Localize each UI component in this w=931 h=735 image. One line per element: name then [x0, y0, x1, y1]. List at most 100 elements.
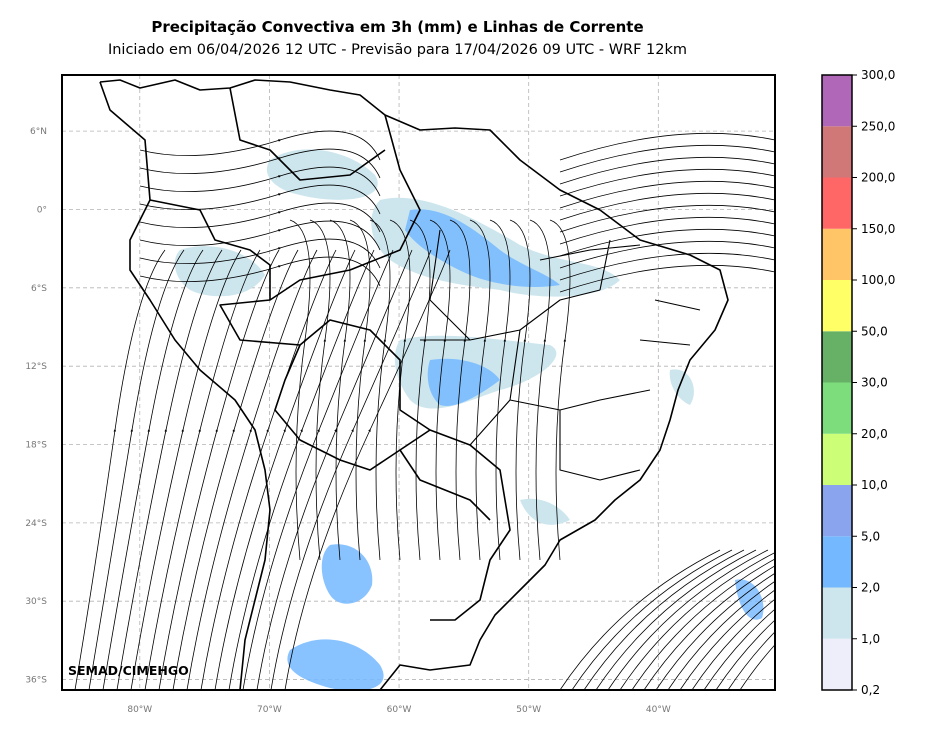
precip-northeast	[669, 369, 694, 405]
colorbar-bin	[822, 433, 852, 485]
streamline	[559, 549, 721, 690]
colorbar-bin	[822, 485, 852, 537]
streamline	[715, 619, 775, 690]
streamline	[571, 549, 733, 690]
streamline	[559, 204, 775, 233]
streamline	[619, 552, 775, 690]
streamline	[559, 240, 775, 269]
streamline	[559, 192, 775, 221]
colorbar-bin	[822, 177, 852, 229]
colorbar-label: 50,0	[861, 324, 888, 338]
streamline	[214, 249, 356, 690]
streamline	[559, 180, 775, 209]
lon-tick-label: 50°W	[516, 705, 541, 715]
colorbar-bin	[822, 638, 852, 690]
colorbar-bin	[822, 75, 852, 127]
brazil-state-borders	[420, 229, 701, 481]
streamline	[631, 558, 775, 690]
streamline	[130, 249, 242, 690]
streamline	[509, 219, 531, 561]
lon-tick-label: 40°W	[646, 705, 671, 715]
colorbar-label: 300,0	[861, 68, 895, 82]
streamline	[449, 219, 471, 561]
precip-amazon-north	[266, 149, 378, 200]
streamline	[329, 219, 351, 561]
streamline	[667, 580, 775, 690]
streamline	[74, 249, 166, 690]
precip-south-argentina	[287, 639, 384, 690]
streamline	[102, 249, 204, 690]
lat-tick-label: 6°S	[31, 284, 47, 294]
colorbar-bin	[822, 331, 852, 383]
streamline	[559, 252, 775, 281]
streamline	[369, 219, 391, 561]
bolivia-border	[274, 344, 431, 471]
credit-label: SEMAD/CIMEHGO	[68, 663, 189, 678]
streamline	[139, 148, 381, 179]
lat-tick-label: 30°S	[25, 597, 47, 607]
colorbar-bin	[822, 382, 852, 434]
lat-tick-label: 24°S	[25, 519, 47, 529]
streamline	[349, 219, 371, 561]
colorbar-label: 2,0	[861, 581, 880, 595]
streamline	[559, 156, 775, 185]
lon-tick-label: 80°W	[127, 705, 152, 715]
streamline	[469, 219, 491, 561]
streamline	[116, 249, 223, 690]
colorbar-label: 20,0	[861, 427, 888, 441]
streamline	[200, 249, 337, 690]
colorbar-label: 5,0	[861, 529, 880, 543]
streamline	[139, 202, 381, 233]
south-america-coastline	[99, 79, 729, 690]
colorbar-label: 250,0	[861, 119, 895, 133]
lat-tick-label: 6°N	[30, 127, 47, 137]
colorbar-label: 200,0	[861, 171, 895, 185]
streamline	[429, 219, 451, 561]
map-frame	[61, 74, 776, 691]
lat-tick-label: 0°	[37, 205, 47, 215]
streamline	[559, 264, 775, 293]
streamline	[139, 184, 381, 215]
colorbar-bin	[822, 126, 852, 178]
streamline	[489, 219, 511, 561]
colorbar-bin	[822, 536, 852, 588]
streamline	[595, 549, 757, 690]
colorbar-label: 150,0	[861, 222, 895, 236]
streamline	[727, 631, 775, 690]
paraguay-border	[399, 449, 491, 521]
colorbar-label: 10,0	[861, 478, 888, 492]
precip-central-heavy	[427, 358, 500, 406]
colorbar-bin	[822, 228, 852, 280]
streamline	[559, 132, 775, 161]
precip-atlantic	[735, 579, 764, 620]
lat-tick-label: 18°S	[25, 441, 47, 451]
streamline	[256, 249, 413, 690]
streamlines	[74, 130, 775, 690]
streamline	[139, 238, 381, 269]
colorbar-label: 100,0	[861, 273, 895, 287]
streamline	[559, 216, 775, 245]
streamline	[284, 249, 451, 690]
colombia-border	[149, 199, 271, 300]
precipitation-areas	[174, 149, 764, 690]
streamline	[607, 549, 769, 690]
streamline	[242, 249, 394, 690]
streamline	[139, 130, 381, 161]
streamline	[158, 249, 280, 690]
streamline	[679, 589, 775, 690]
colorbar-label: 30,0	[861, 376, 888, 390]
streamline	[583, 549, 745, 690]
colorbar-label: 1,0	[861, 632, 880, 646]
streamline	[186, 249, 318, 690]
streamline	[270, 249, 432, 690]
streamline	[559, 228, 775, 257]
streamline	[144, 249, 261, 690]
streamline	[559, 168, 775, 197]
streamline	[409, 219, 431, 561]
streamline	[559, 144, 775, 173]
map-title: Precipitação Convectiva em 3h (mm) e Lin…	[151, 18, 644, 36]
venezuela-border	[229, 87, 386, 181]
colorbar-bin	[822, 587, 852, 639]
streamline	[289, 219, 311, 561]
colorbar-label: 0,2	[861, 683, 880, 697]
